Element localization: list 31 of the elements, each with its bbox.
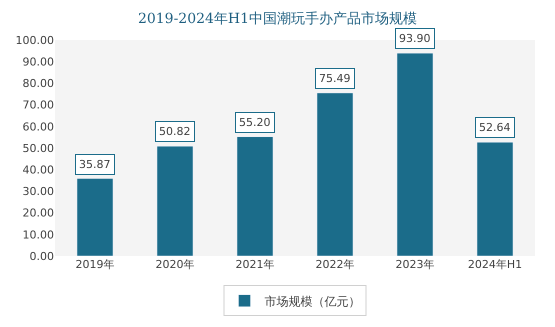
bar [396,52,434,256]
text: 75.49 [319,72,350,85]
bar [316,92,354,256]
legend-label: 市场规模（亿元） [264,294,360,308]
y-tick-label: 100.00 [16,34,54,47]
y-tick-label: 60.00 [22,120,54,134]
x-tick-label: 2020年 [156,258,194,271]
x-tick-label: 2022年 [316,258,354,271]
x-tick-label: 2024年H1 [468,258,522,271]
y-tick-label: 30.00 [22,185,54,198]
bar [476,142,514,256]
chart-title: 2019-2024年H1中国潮玩手办产品市场规模 [138,10,418,27]
y-tick-label: 80.00 [22,77,54,90]
y-tick-label: 20.00 [22,206,54,220]
x-tick-label: 2021年 [236,258,274,271]
x-tick-label: 2023年 [396,258,434,271]
text: 50.82 [159,125,190,138]
text: 35.87 [79,158,110,171]
y-tick-label: 0.00 [30,250,54,263]
y-tick-label: 40.00 [22,163,54,176]
y-tick-label: 50.00 [22,142,54,155]
y-tick-label: 10.00 [22,228,54,242]
bar [156,146,194,256]
x-tick-label: 2019年 [76,258,114,271]
text: 93.90 [399,32,430,45]
text: 55.20 [239,116,270,129]
bar [236,136,274,256]
y-tick-label: 70.00 [22,98,54,112]
bar [76,178,114,256]
text: 52.64 [479,121,510,134]
y-tick-label: 90.00 [22,55,54,68]
